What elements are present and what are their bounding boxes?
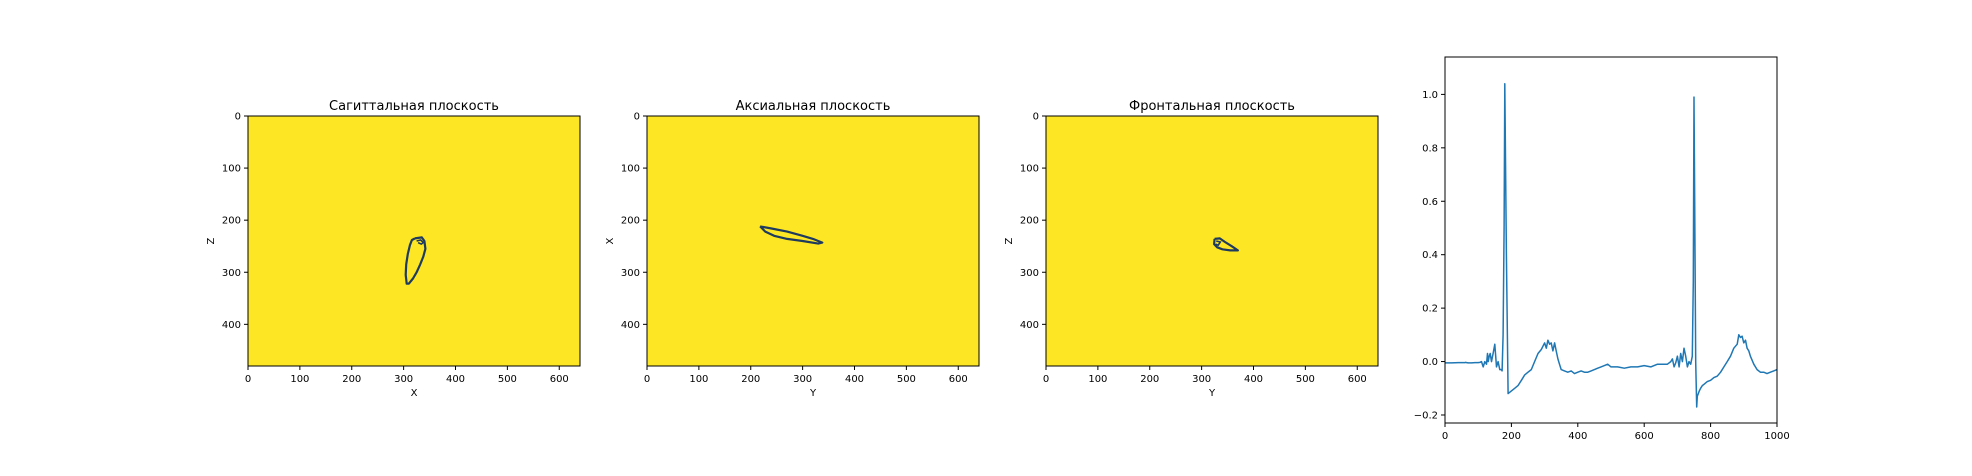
chart-y-tick-label: 0.8 [1422,143,1438,154]
y-tick-label: 100 [222,164,241,175]
x-tick-label: 100 [689,374,708,385]
y-axis-label: Z [1004,237,1015,244]
x-tick-label: 0 [1043,374,1049,385]
chart-x-tick-label: 1000 [1764,431,1789,442]
x-tick-label: 500 [1296,374,1315,385]
segmentation-contour [759,225,824,245]
x-tick-label: 400 [446,374,465,385]
y-tick-label: 400 [1020,320,1039,331]
mask-image [1046,116,1378,366]
x-tick-label: 400 [1244,374,1263,385]
y-tick-label: 300 [1020,268,1039,279]
axes-frame [646,115,980,367]
y-tick-label: 200 [621,216,640,227]
panel-title: Сагиттальная плоскость [329,99,499,114]
x-tick-label: 600 [1348,374,1367,385]
x-tick-label: 0 [245,374,251,385]
x-tick-label: 600 [550,374,569,385]
y-tick-label: 0 [1033,112,1039,123]
image-panels: 0 100 200 300 400 500 600 0 100 200 300 400 Сагиттал… [206,99,1379,399]
x-tick-label: 300 [793,374,812,385]
x-tick-label: 0 [644,374,650,385]
y-tick-label: 400 [222,320,241,331]
chart-y-tick-label: 0.4 [1422,250,1438,261]
chart-x-tick-label: 200 [1502,431,1521,442]
y-tick-label: 100 [1020,164,1039,175]
x-axis-label: Y [1208,388,1216,399]
y-tick-label: 200 [222,216,241,227]
y-tick-label: 100 [621,164,640,175]
x-axis-label: X [411,388,418,399]
chart-x-tick-label: 800 [1701,431,1720,442]
x-tick-label: 400 [845,374,864,385]
y-tick-label: 300 [621,268,640,279]
image-panel-3: 0 100 200 300 400 500 600 0 100 200 300 400 Фронталь… [1004,99,1379,399]
chart-y-tick-label: 0.0 [1422,357,1438,368]
panel-title: Фронтальная плоскость [1129,99,1295,114]
x-tick-label: 500 [498,374,517,385]
axes-frame [247,115,581,367]
mask-image [248,116,580,366]
x-tick-label: 100 [290,374,309,385]
chart-y-tick-label: −0.2 [1414,410,1438,421]
segmentation-contour-detail [416,239,425,246]
chart-axes-frame [1444,56,1778,424]
x-axis-label: Y [809,388,817,399]
y-axis-label: Z [206,237,217,244]
y-axis-label: X [605,237,616,244]
series-line-1 [1445,82,1777,408]
signal-line-chart: 0 200 400 600 800 1000 −0.2 0.0 0.2 0.4 0.6 0.8 1.0 [1414,56,1790,442]
x-tick-label: 100 [1088,374,1107,385]
segmentation-contour [404,236,427,285]
chart-x-tick-label: 600 [1635,431,1654,442]
segmentation-contour [1212,237,1240,252]
y-tick-label: 300 [222,268,241,279]
x-tick-label: 200 [342,374,361,385]
image-panel-2: 0 100 200 300 400 500 600 0 100 200 300 400 Аксиальн… [605,99,980,399]
x-tick-label: 200 [1140,374,1159,385]
x-tick-label: 300 [1192,374,1211,385]
y-tick-label: 0 [634,112,640,123]
chart-y-tick-label: 0.2 [1422,304,1438,315]
y-tick-label: 400 [621,320,640,331]
chart-y-tick-label: 1.0 [1422,90,1438,101]
mask-image [647,116,979,366]
chart-y-tick-label: 0.6 [1422,197,1438,208]
y-tick-label: 0 [235,112,241,123]
x-tick-label: 300 [394,374,413,385]
axes-frame [1045,115,1379,367]
chart-x-tick-label: 0 [1442,431,1448,442]
chart-x-tick-label: 400 [1568,431,1587,442]
y-tick-label: 200 [1020,216,1039,227]
segmentation-contour-detail [1215,240,1222,247]
image-panel-1: 0 100 200 300 400 500 600 0 100 200 300 400 Сагиттал… [206,99,581,399]
x-tick-label: 600 [949,374,968,385]
x-tick-label: 200 [741,374,760,385]
x-tick-label: 500 [897,374,916,385]
panel-title: Аксиальная плоскость [736,99,891,114]
